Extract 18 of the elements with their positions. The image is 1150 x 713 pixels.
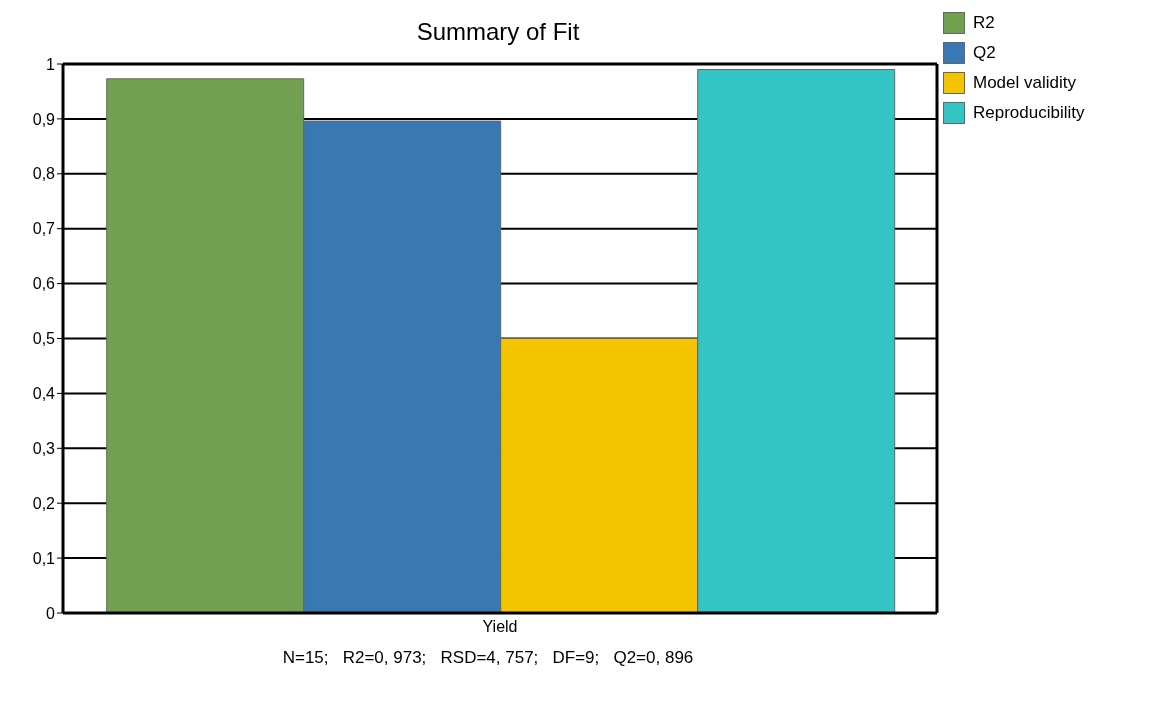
y-tick-label: 1 [46,55,56,73]
y-tick-label: 0,7 [32,220,56,238]
y-tick-label: 0,6 [32,275,56,293]
x-tick-label: Yield [482,618,518,636]
legend-label: R2 [973,13,995,33]
text: N=15; R2=0, 973; RSD=4, 757; DF=9; Q2=0, 896 [281,648,695,668]
legend-label: Reproducibility [973,103,1085,123]
y-tick-label: 0 [46,604,56,622]
y-tick-label: 0,4 [32,385,56,403]
legend-label: Model validity [973,73,1076,93]
y-tick-label: 0,3 [32,439,56,457]
y-tick-label: 0,9 [32,110,56,128]
y-tick-label: 0,2 [32,494,56,512]
chart-title: Summary of Fit [415,18,581,46]
y-tick-label: 0,5 [32,330,56,348]
y-tick-label: 0,1 [32,549,56,567]
y-tick-label: 0,8 [32,165,56,183]
legend-label: Q2 [973,43,996,63]
